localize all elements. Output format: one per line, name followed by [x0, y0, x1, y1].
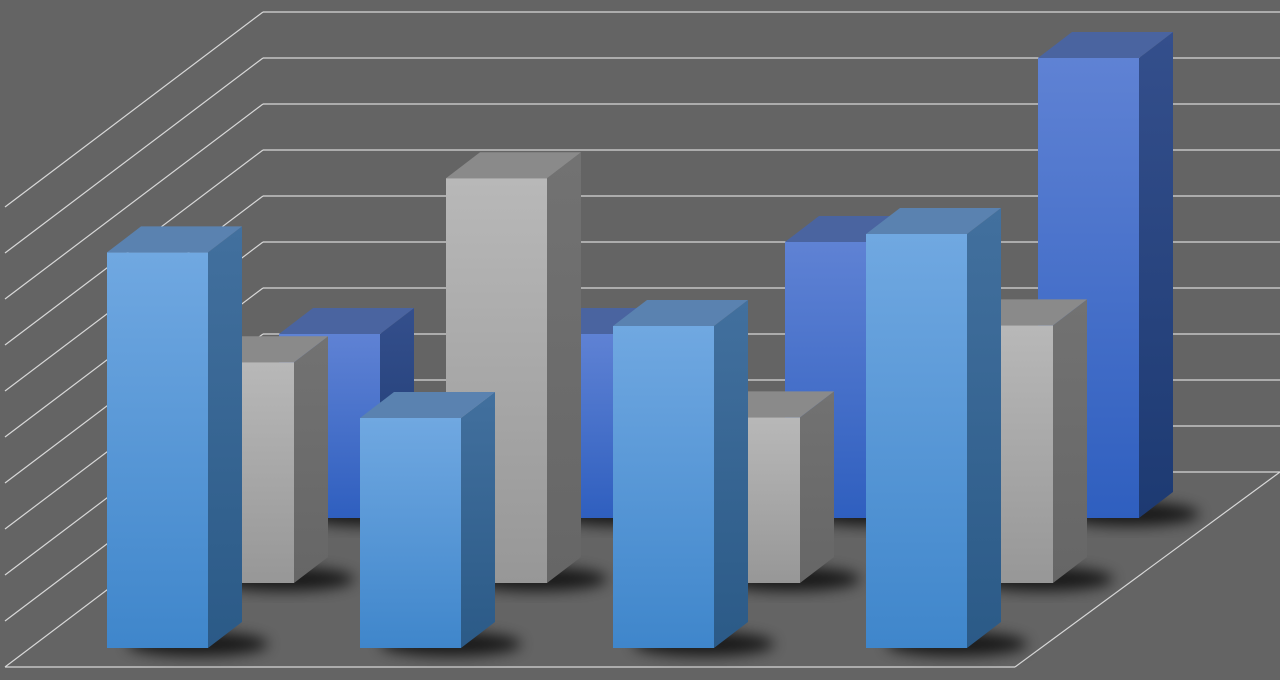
bar-top-face	[866, 208, 1001, 234]
bar-side-face	[547, 152, 581, 583]
bar-front-face	[613, 326, 714, 648]
bar	[613, 300, 775, 656]
side-wall-gridline	[4, 57, 264, 254]
bar-top-face	[279, 308, 414, 334]
bar-top-face	[446, 152, 581, 179]
bar-front-face	[866, 234, 967, 648]
bar	[107, 226, 269, 656]
bar-side-face	[1053, 299, 1087, 583]
bar-top-face	[613, 300, 748, 326]
bar-side-face	[461, 392, 495, 648]
bars	[107, 32, 1200, 656]
bar-top-face	[1038, 32, 1173, 58]
bar-front-face	[360, 418, 461, 648]
side-wall-gridline	[4, 103, 264, 300]
floor-right-edge	[1014, 471, 1280, 668]
bar-side-face	[800, 391, 834, 583]
bar	[866, 208, 1028, 656]
side-wall-gridline	[4, 11, 264, 208]
bar-side-face	[294, 336, 328, 583]
bar-side-face	[1139, 32, 1173, 518]
bar-side-face	[714, 300, 748, 648]
bar	[360, 392, 522, 656]
bar-top-face	[360, 392, 495, 418]
bar-front-face	[107, 252, 208, 648]
bar-side-face	[967, 208, 1001, 648]
bar-side-face	[208, 226, 242, 648]
bar-top-face	[107, 226, 242, 253]
